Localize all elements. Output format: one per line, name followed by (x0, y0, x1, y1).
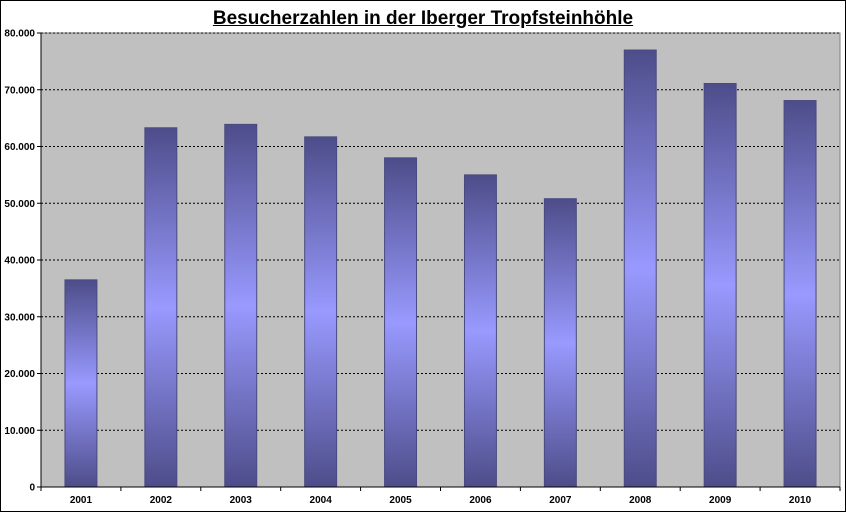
bar-2005 (384, 157, 418, 488)
x-tick-label: 2004 (310, 495, 333, 506)
y-tick-label: 70.000 (4, 85, 35, 96)
bar-2006 (463, 174, 497, 488)
bar-2004 (304, 136, 338, 488)
axes (37, 32, 841, 491)
y-tick-label: 80.000 (4, 29, 35, 40)
bar-2002 (144, 127, 178, 488)
x-tick-label: 2002 (150, 495, 173, 506)
x-tick-label: 2010 (789, 495, 812, 506)
bars (64, 49, 817, 488)
y-tick-label: 0 (29, 483, 35, 494)
chart-title: Besucherzahlen in der Iberger Tropfstein… (212, 8, 634, 29)
bar-2009 (703, 83, 737, 488)
x-tick-label: 2009 (709, 495, 732, 506)
y-tick-label: 30.000 (4, 312, 35, 323)
bar-2001 (64, 279, 98, 488)
y-tick-label: 40.000 (4, 256, 35, 267)
x-tick-label: 2006 (469, 495, 492, 506)
x-tick-label: 2003 (230, 495, 253, 506)
y-tick-label: 60.000 (4, 142, 35, 153)
x-tick-label: 2007 (549, 495, 572, 506)
bar-2003 (224, 123, 258, 488)
bar-2007 (543, 198, 577, 488)
x-tick-label: 2005 (389, 495, 412, 506)
y-tick-label: 50.000 (4, 199, 35, 210)
bar-2008 (623, 49, 657, 488)
y-tick-label: 10.000 (4, 426, 35, 437)
y-tick-label: 20.000 (4, 369, 35, 380)
x-tick-label: 2008 (629, 495, 652, 506)
bar-2010 (783, 100, 817, 488)
tick-labels: 0 10.000 20.000 30.000 40.000 50.000 60.000 70.… (4, 29, 811, 507)
x-tick-label: 2001 (70, 495, 93, 506)
